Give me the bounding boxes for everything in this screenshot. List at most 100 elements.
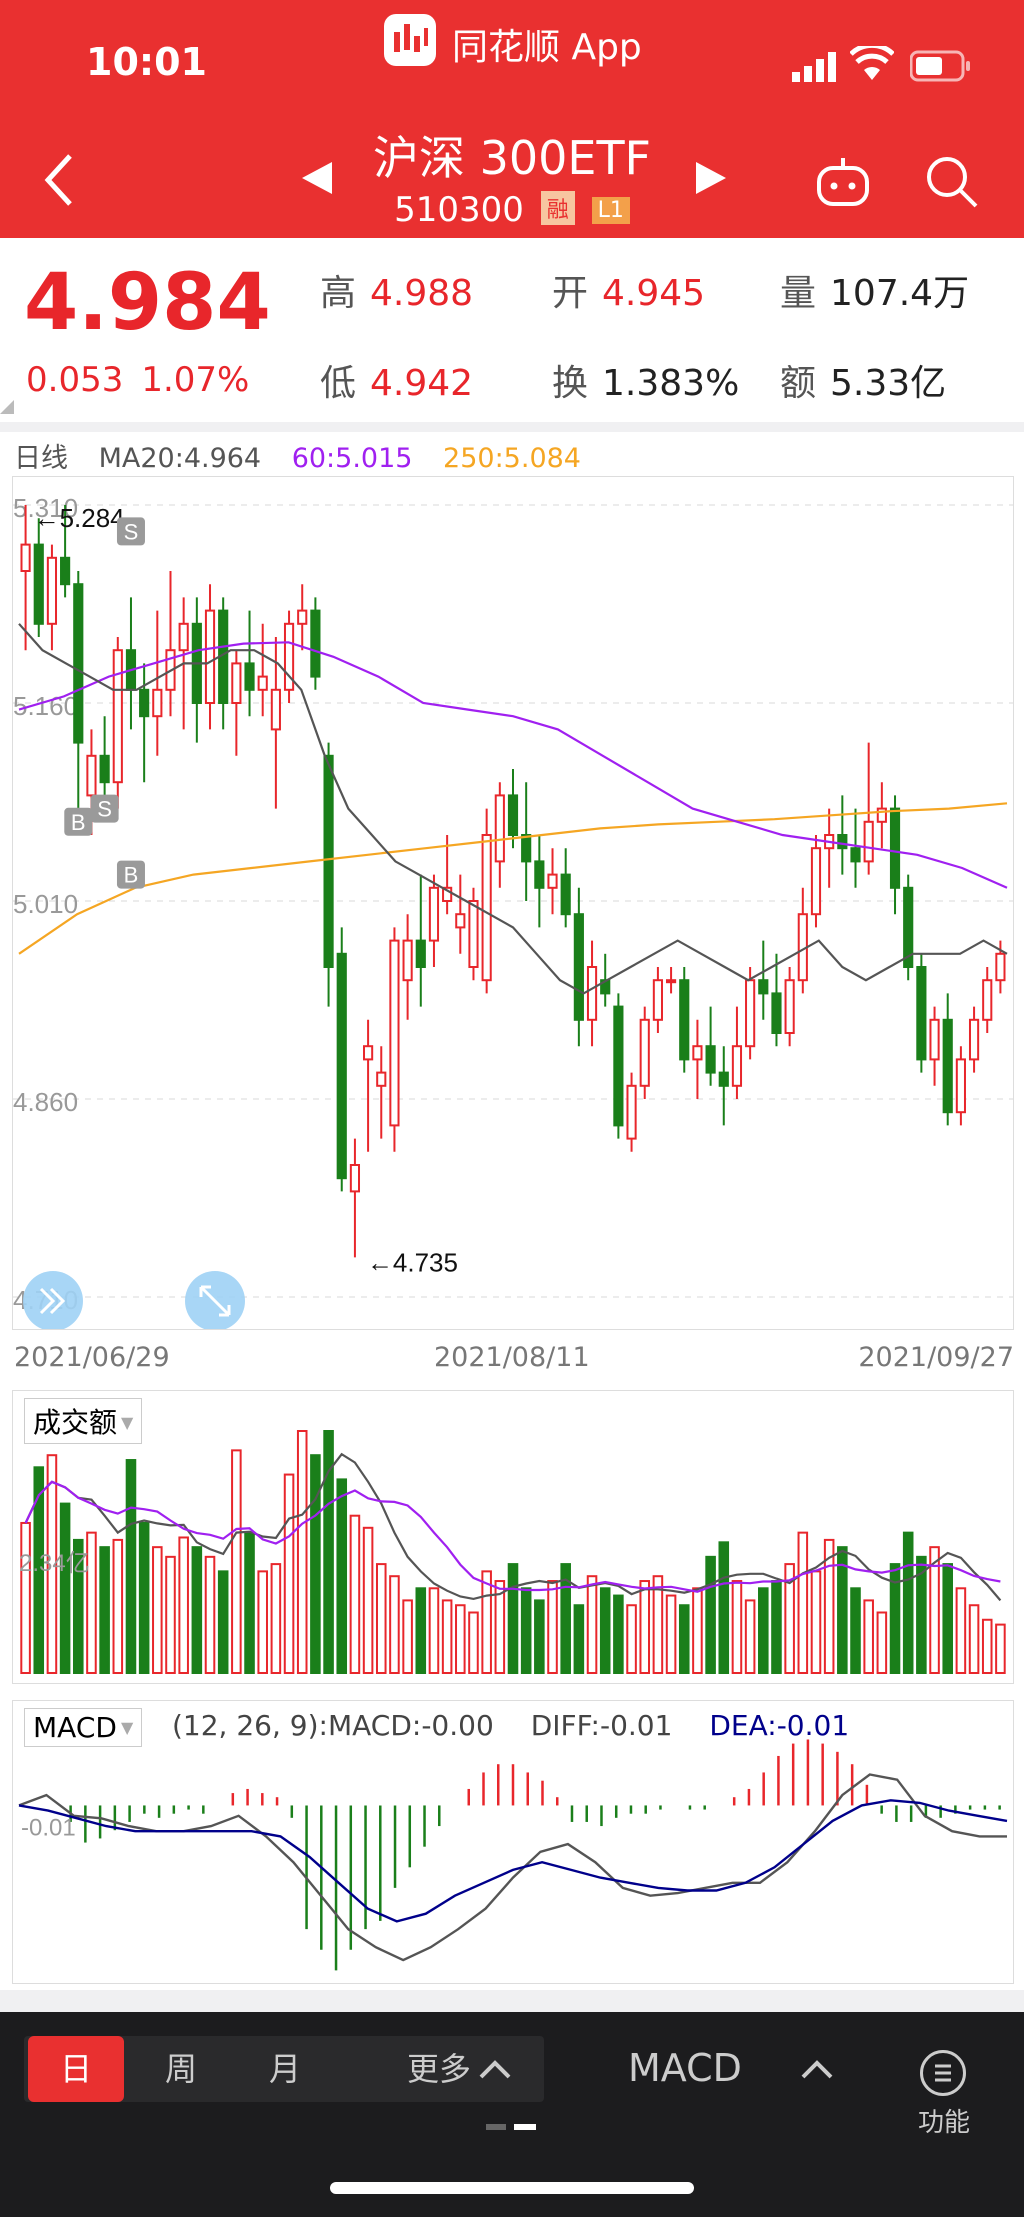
- tab-week[interactable]: 周: [164, 2050, 197, 2088]
- candle-body: [468, 900, 479, 968]
- candle-body: [784, 979, 795, 1035]
- candle-body: [297, 609, 308, 625]
- chevron-up-icon[interactable]: [478, 2058, 512, 2080]
- tab-day[interactable]: 日: [28, 2036, 124, 2102]
- volume-bar: [731, 1580, 743, 1674]
- macd-indicator-select[interactable]: MACD ▼: [24, 1708, 143, 1747]
- low-label: 低: [320, 363, 357, 404]
- high-value: 4.988: [370, 273, 474, 314]
- volume-bar: [705, 1555, 716, 1674]
- volume-bar: [99, 1546, 110, 1674]
- quote-turnover: 换 1.383%: [552, 354, 739, 406]
- wifi-icon: [850, 46, 894, 80]
- caret-down-icon: ▼: [121, 1413, 134, 1432]
- search-icon[interactable]: [924, 154, 978, 208]
- separator: [0, 422, 1024, 432]
- candle-body: [376, 1071, 387, 1087]
- macd-svg: -0.01: [18, 1739, 1008, 1971]
- volume-bar: [481, 1570, 492, 1674]
- candle-body: [152, 688, 163, 718]
- period-label[interactable]: 日线: [14, 443, 68, 474]
- x-tick-label: 2021/06/29: [14, 1342, 170, 1373]
- candle-body: [995, 952, 1006, 982]
- ma250-label: 250:5.084: [443, 443, 581, 474]
- volume-bar: [244, 1531, 255, 1674]
- volume-bar: [402, 1599, 413, 1674]
- volume-bar: [178, 1536, 189, 1674]
- candle-body: [33, 543, 44, 625]
- stock-code: 510300: [394, 190, 524, 230]
- expand-icon: [199, 1285, 231, 1317]
- candle-body: [139, 688, 150, 718]
- indicator-select[interactable]: MACD: [628, 2046, 742, 2090]
- menu-icon[interactable]: [920, 2050, 966, 2096]
- quote-volume: 量 107.4万: [780, 264, 969, 316]
- amount-value: 5.33亿: [830, 363, 947, 404]
- page-dot: [486, 2124, 506, 2130]
- chevron-up-icon[interactable]: [800, 2058, 834, 2080]
- macd-param-text: (12, 26, 9):MACD:-0.00: [172, 1709, 494, 1742]
- volume-bar: [455, 1604, 466, 1675]
- candle-body: [323, 754, 334, 968]
- battery-icon: [910, 50, 970, 82]
- volume-indicator-select[interactable]: 成交额 ▼: [24, 1398, 143, 1444]
- candle-body: [771, 992, 782, 1035]
- volume-bar: [560, 1563, 571, 1675]
- function-label[interactable]: 功能: [918, 2108, 971, 2138]
- candle-body: [810, 847, 822, 916]
- candle-body: [929, 1018, 940, 1061]
- volume-bar: [125, 1459, 137, 1675]
- candle-body: [547, 873, 558, 889]
- volume-bar: [810, 1570, 822, 1674]
- kline-chart[interactable]: 5.3105.1605.0104.8604.710←5.284←4.735SBS…: [12, 476, 1014, 1330]
- back-icon[interactable]: [40, 150, 80, 210]
- volume-bar: [270, 1563, 282, 1675]
- volume-bar: [995, 1623, 1006, 1675]
- robot-icon[interactable]: [816, 156, 870, 208]
- macd-chart[interactable]: -0.01: [12, 1700, 1014, 1984]
- candle-body: [534, 860, 545, 889]
- volume-bar: [652, 1575, 664, 1674]
- y-tick-label: 5.010: [13, 889, 78, 919]
- menu-lines-icon: [935, 2064, 951, 2082]
- trade-mark-label: B: [71, 810, 86, 835]
- status-time: 10:01: [86, 40, 207, 84]
- tab-more[interactable]: 更多: [406, 2050, 471, 2088]
- candle-body: [876, 807, 887, 823]
- volume-bar: [534, 1599, 545, 1674]
- volume-bar: [613, 1594, 624, 1674]
- quote-open: 开 4.945: [552, 264, 705, 316]
- trade-mark-label: S: [124, 519, 139, 544]
- expand-corner-icon[interactable]: [0, 400, 14, 414]
- buy-mark: [116, 860, 145, 889]
- volume-bar: [375, 1563, 387, 1675]
- ma250-line: [18, 802, 1008, 955]
- trade-mark-label: B: [124, 863, 139, 888]
- bottom-toolbar: 日 周 月 更多 MACD 功能: [0, 2012, 1024, 2217]
- volume-bar: [573, 1604, 585, 1675]
- volume-bar: [112, 1538, 124, 1674]
- volume-bar: [692, 1587, 703, 1674]
- double-chevron-icon: [39, 1287, 66, 1315]
- volume-bar: [349, 1514, 361, 1674]
- candle-body: [415, 939, 426, 969]
- volume-bar: [850, 1587, 861, 1674]
- candle-body: [903, 886, 914, 968]
- quote-low: 低 4.942: [320, 354, 473, 406]
- candle-body: [916, 966, 927, 1061]
- volume-bar: [981, 1618, 993, 1674]
- volume-y-label: 2.34亿: [19, 1550, 90, 1577]
- tab-month[interactable]: 月: [268, 2050, 301, 2088]
- margin-tag: 融: [540, 191, 575, 225]
- candle-body: [982, 979, 993, 1021]
- volume-bar: [797, 1531, 809, 1674]
- stock-title: 沪深 300ETF: [372, 131, 652, 185]
- app-name: 同花顺 App: [452, 27, 642, 68]
- volume-chart[interactable]: 2.34亿: [12, 1390, 1014, 1684]
- candle-body: [679, 979, 690, 1061]
- volume-bar: [837, 1546, 848, 1674]
- prev-stock-icon[interactable]: [300, 160, 334, 196]
- next-stock-icon[interactable]: [694, 160, 728, 196]
- candle-body: [204, 609, 216, 705]
- header: 10:01 同花顺 App 沪深 300ETF 510300 融 L1: [0, 0, 1024, 238]
